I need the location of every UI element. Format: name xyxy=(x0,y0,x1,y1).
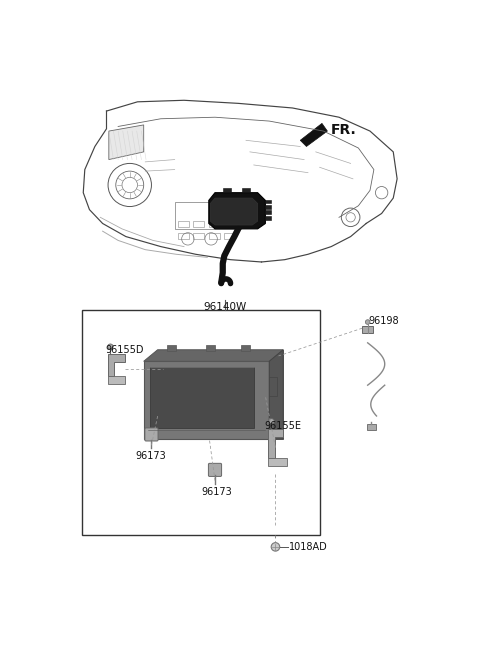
Polygon shape xyxy=(300,123,327,146)
Polygon shape xyxy=(109,125,144,159)
Polygon shape xyxy=(209,193,265,229)
Bar xyxy=(242,188,250,192)
Bar xyxy=(265,211,271,215)
FancyBboxPatch shape xyxy=(208,463,222,476)
Polygon shape xyxy=(108,354,125,376)
Text: 1018AD: 1018AD xyxy=(289,542,328,552)
Circle shape xyxy=(269,419,274,424)
Text: 96198: 96198 xyxy=(369,316,399,326)
Polygon shape xyxy=(157,350,283,439)
Bar xyxy=(108,376,125,384)
Polygon shape xyxy=(268,429,283,459)
Bar xyxy=(265,199,271,203)
Bar xyxy=(223,188,230,192)
Text: 96140W: 96140W xyxy=(204,302,247,312)
Circle shape xyxy=(271,543,280,551)
Polygon shape xyxy=(269,350,283,439)
Text: 96173: 96173 xyxy=(135,451,166,461)
Polygon shape xyxy=(144,361,269,439)
Bar xyxy=(362,326,373,333)
Bar xyxy=(82,310,320,535)
Bar xyxy=(167,345,176,352)
Bar xyxy=(209,233,220,239)
Bar xyxy=(209,221,220,228)
Bar xyxy=(265,205,271,209)
Bar xyxy=(175,202,240,229)
Bar xyxy=(206,345,215,352)
Bar xyxy=(224,233,235,239)
Circle shape xyxy=(365,319,370,324)
Bar xyxy=(265,216,271,220)
Bar xyxy=(193,233,204,239)
Bar xyxy=(178,221,189,228)
Text: 96155E: 96155E xyxy=(264,420,301,430)
Bar xyxy=(269,377,277,396)
FancyBboxPatch shape xyxy=(145,428,158,441)
Text: 96173: 96173 xyxy=(201,487,232,497)
Polygon shape xyxy=(150,367,254,428)
Bar xyxy=(367,424,376,430)
Bar xyxy=(224,221,235,228)
Polygon shape xyxy=(144,350,283,361)
Bar xyxy=(178,233,189,239)
Polygon shape xyxy=(210,198,258,225)
Text: 96155D: 96155D xyxy=(105,345,144,355)
Text: FR.: FR. xyxy=(331,123,357,137)
Circle shape xyxy=(108,344,113,350)
Bar xyxy=(268,459,287,466)
Bar xyxy=(193,221,204,228)
Bar xyxy=(240,345,250,352)
